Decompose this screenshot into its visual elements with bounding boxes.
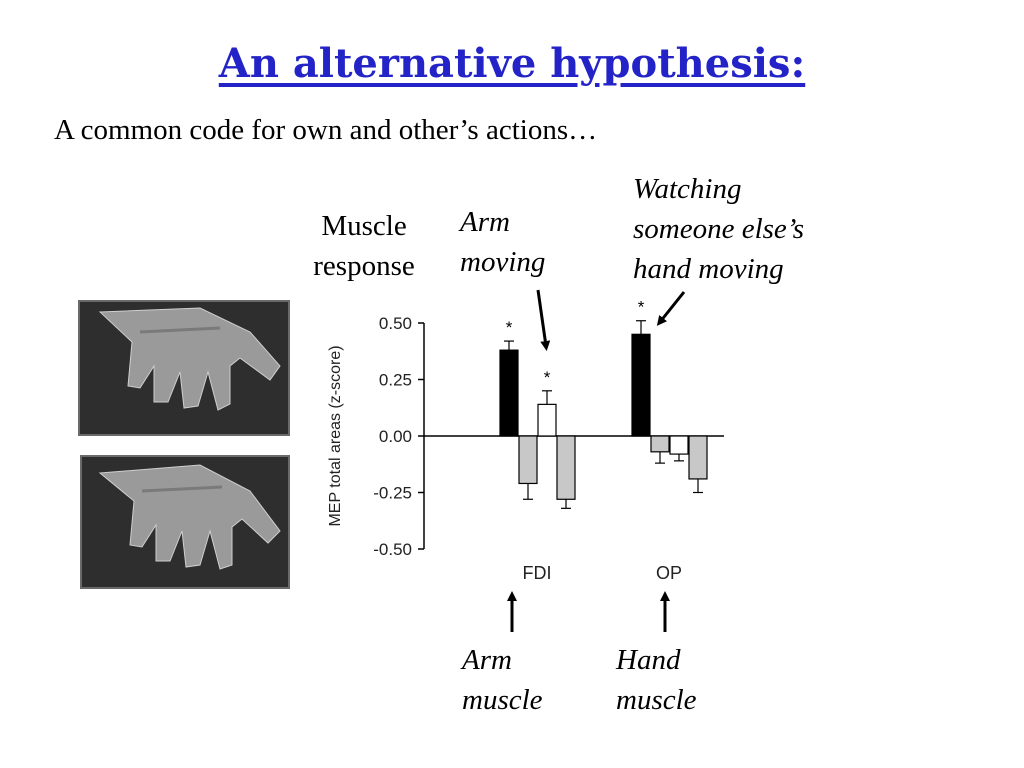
y-tick-label: 0.25 — [379, 371, 412, 390]
y-tick-label: 0.00 — [379, 427, 412, 446]
muscle-response-line-2: response — [313, 250, 415, 282]
watching-line-1: Watching — [633, 173, 742, 205]
bar — [556, 435, 576, 500]
arm-muscle-label: Arm muscle — [462, 640, 543, 720]
arm-moving-label: Arm moving — [460, 202, 545, 282]
watching-line-2: someone else’s — [633, 213, 805, 245]
significance-marker: * — [544, 368, 551, 387]
arm-moving-line-1: Arm — [460, 206, 510, 238]
chart-svg: 0.50 0.25 0.00 -0.25 -0.50 MEP total areas (z… — [327, 298, 724, 583]
watching-label: Watching someone else’s hand moving — [633, 169, 804, 289]
hand-muscle-line-1: Hand — [616, 644, 681, 676]
y-tick-label: -0.25 — [373, 484, 412, 503]
y-tick-label: 0.50 — [379, 314, 412, 333]
hand-photo-bottom — [80, 455, 290, 589]
x-category-label: FDI — [523, 563, 552, 583]
bar — [669, 435, 689, 455]
hand-muscle-label: Hand muscle — [616, 640, 697, 720]
hand-muscle-line-2: muscle — [616, 684, 697, 716]
y-tick-label: -0.50 — [373, 540, 412, 559]
hand-photo-top — [78, 300, 290, 436]
slide-title: An alternative hypothesis: — [218, 40, 806, 87]
bar — [537, 403, 557, 437]
bar — [688, 435, 708, 480]
arm-muscle-line-1: Arm — [462, 644, 512, 676]
arm-muscle-line-2: muscle — [462, 684, 543, 716]
bar — [631, 333, 651, 437]
muscle-response-line-1: Muscle — [321, 210, 407, 242]
hand-drawing-bottom — [82, 457, 288, 587]
watching-line-3: hand moving — [633, 253, 784, 285]
x-category-label: OP — [656, 563, 682, 583]
muscle-response-label: Muscle response — [296, 206, 432, 286]
hand-drawing-top — [80, 302, 288, 434]
y-axis-label: MEP total areas (z-score) — [327, 345, 344, 526]
significance-marker: * — [506, 318, 513, 337]
significance-marker: * — [638, 298, 645, 317]
mep-bar-chart: 0.50 0.25 0.00 -0.25 -0.50 MEP total areas (z… — [310, 295, 750, 599]
slide-subtitle: A common code for own and other’s action… — [54, 114, 598, 146]
bar — [518, 435, 538, 485]
bar — [650, 435, 670, 453]
arm-moving-line-2: moving — [460, 246, 546, 278]
bar — [499, 349, 519, 437]
